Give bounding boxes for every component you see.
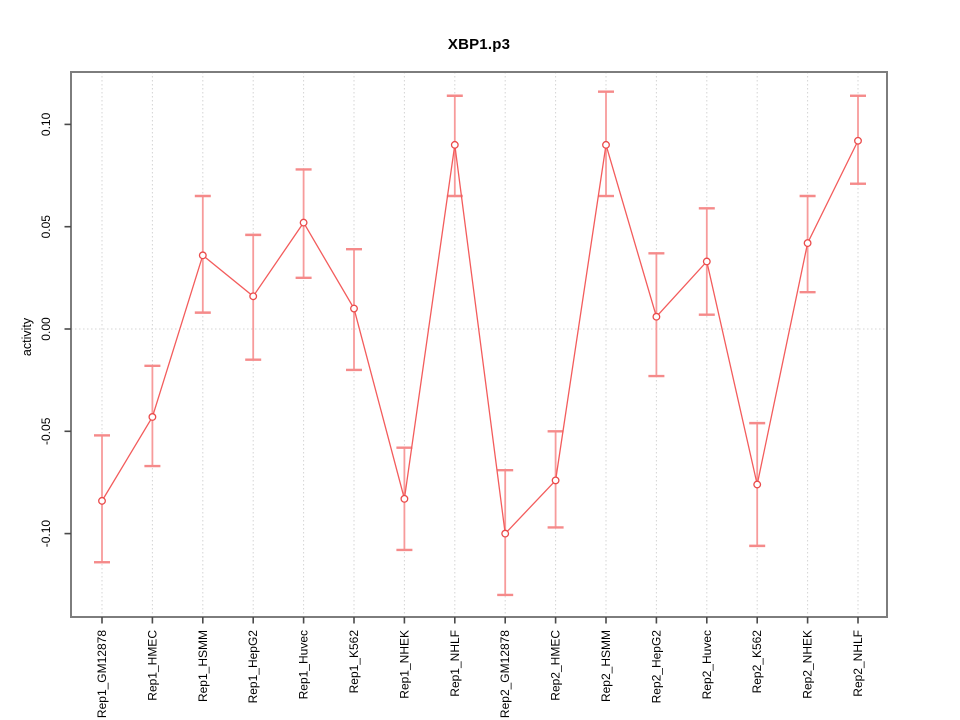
- data-point: [803, 239, 812, 248]
- x-tick-label: Rep2_K562: [750, 630, 764, 694]
- data-points: [98, 136, 862, 538]
- chart-title: XBP1.p3: [447, 36, 511, 53]
- x-tick-label: Rep2_GM12878: [498, 630, 512, 718]
- x-tick-label: Rep1_HSMM: [196, 630, 210, 702]
- x-tick-label: Rep2_NHEK: [801, 630, 815, 699]
- data-point: [148, 413, 157, 421]
- data-point: [98, 496, 106, 505]
- x-tick-label: Rep1_Huvec: [297, 630, 311, 699]
- x-tick-label: Rep1_NHEK: [397, 630, 411, 699]
- x-axis: Rep1_GM12878 Rep1_HMEC Rep1_HSMM Rep1_HepG2…: [95, 617, 865, 718]
- x-tick-label: Rep1_K562: [347, 630, 361, 694]
- x-tick-label: Rep1_HMEC: [145, 630, 159, 701]
- x-tick-label: Rep2_NHLF: [851, 630, 865, 697]
- data-point: [450, 140, 459, 149]
- x-tick-label: Rep2_HMEC: [549, 630, 563, 701]
- data-point: [602, 140, 610, 149]
- x-tick-label: Rep1_NHLF: [448, 630, 462, 697]
- data-point: [198, 251, 207, 260]
- data-point: [350, 304, 358, 313]
- x-tick-label: Rep1_GM12878: [95, 630, 109, 718]
- x-tick-label: Rep1_HepG2: [246, 630, 260, 704]
- frame: [70, 71, 888, 618]
- y-tick-label: 0.00: [39, 317, 53, 341]
- series-line: [101, 140, 859, 536]
- gridlines: [71, 72, 887, 617]
- data-point: [400, 494, 409, 503]
- x-tick-label: Rep2_HSMM: [599, 630, 613, 702]
- x-tick-label: Rep2_HepG2: [649, 630, 663, 704]
- y-tick-label: 0.10: [39, 112, 53, 136]
- series-polyline: [101, 140, 859, 536]
- data-point: [501, 529, 510, 538]
- data-point: [652, 312, 661, 321]
- plot-box: [70, 71, 888, 618]
- y-tick-label: -0.05: [39, 417, 53, 445]
- data-point: [249, 292, 258, 301]
- y-axis: 0.10 0.05 0.00 -0.05 -0.10: [39, 112, 71, 547]
- data-point: [753, 480, 762, 489]
- y-tick-label: 0.05: [39, 215, 53, 239]
- data-point: [702, 257, 711, 266]
- data-point: [854, 136, 862, 145]
- data-point: [299, 218, 308, 227]
- x-tick-label: Rep2_Huvec: [700, 630, 714, 699]
- data-point: [551, 476, 560, 485]
- y-tick-label: -0.10: [39, 520, 53, 548]
